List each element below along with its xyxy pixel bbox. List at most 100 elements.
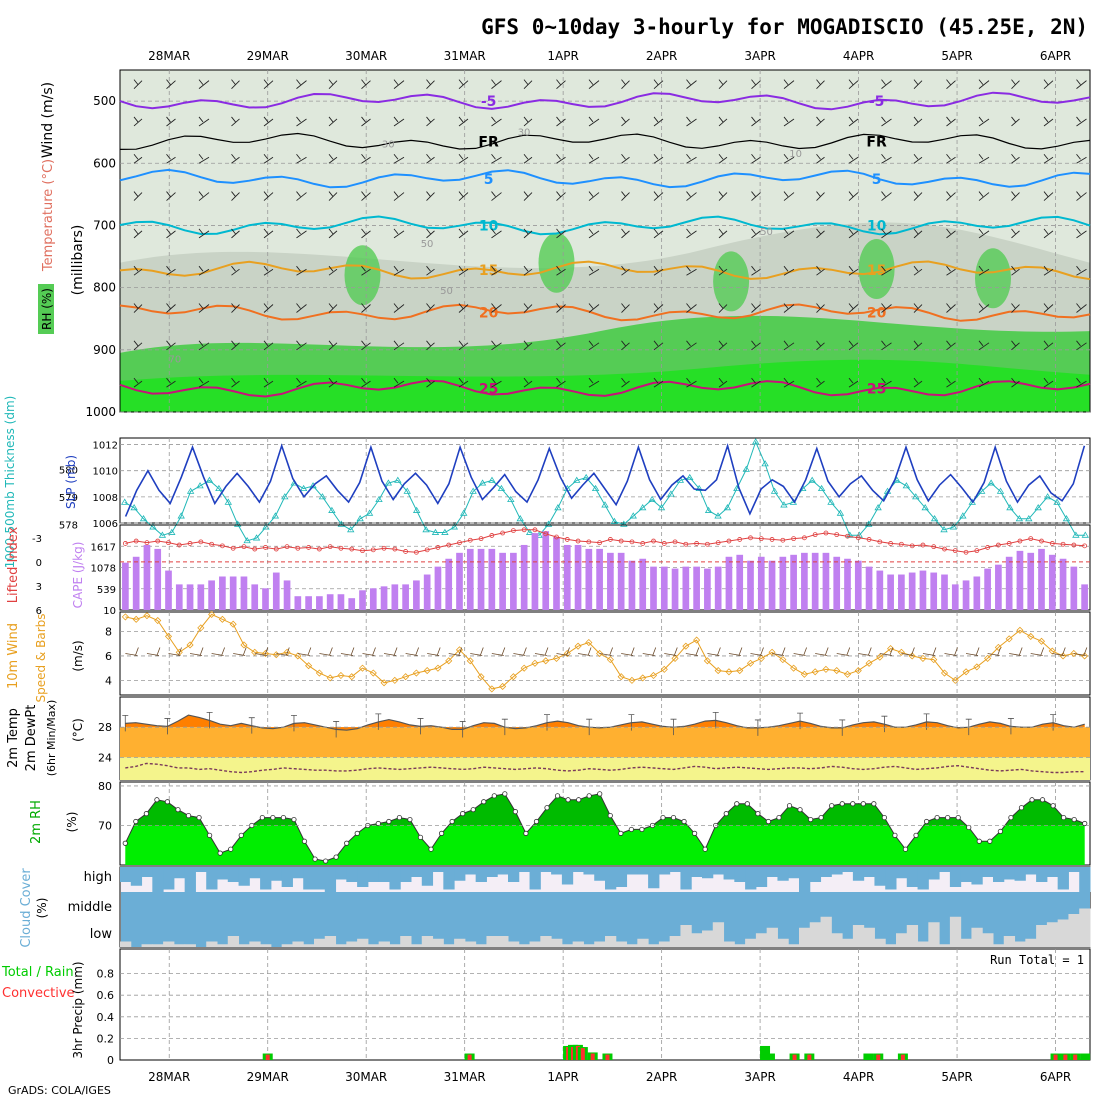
- wind-barb: [263, 303, 274, 313]
- wind-barb: [588, 116, 600, 127]
- cloud-high-bar: [464, 867, 477, 875]
- wind-barb: [686, 377, 697, 388]
- cloud-low-bar: [292, 941, 304, 947]
- wind-speed-point: [552, 654, 561, 662]
- precip-conv-bar: [580, 1048, 585, 1060]
- cape-bar: [219, 576, 226, 610]
- thickness-point: [714, 512, 722, 519]
- li-point: [823, 530, 829, 536]
- rh2m-point: [460, 811, 466, 817]
- rh-pocket: [538, 232, 575, 293]
- li-point: [198, 539, 204, 545]
- wind-barb: [978, 228, 990, 239]
- precip-total-bar: [764, 1053, 775, 1060]
- temp2m-unit: (°C): [71, 718, 85, 742]
- cloud-high-bar: [518, 867, 531, 872]
- cape-bar: [413, 580, 420, 610]
- thickness-point: [186, 487, 195, 494]
- rh-contour-label: 10: [789, 149, 802, 160]
- thickness-point: [507, 495, 515, 502]
- precip-conv-bar: [792, 1054, 797, 1060]
- thickness-point: [1025, 515, 1033, 522]
- cloud-high-bar: [831, 867, 843, 875]
- wind-barb: [718, 116, 728, 127]
- rh2m-point: [207, 832, 213, 838]
- x-bottom-label: 2APR: [646, 1070, 677, 1084]
- rh-contour-label: 50: [421, 239, 434, 250]
- li-point: [801, 535, 807, 541]
- cape-bar: [348, 598, 356, 610]
- temp-minmax-bar: [797, 712, 804, 730]
- wind-barb: [328, 191, 338, 201]
- wind-barb: [328, 153, 338, 164]
- wind-barb: [686, 116, 697, 127]
- wind-barb: [426, 340, 435, 351]
- cloud-low-bar: [173, 944, 186, 947]
- wind-barb: [686, 153, 697, 164]
- wind-barb: [296, 340, 307, 351]
- li-point: [607, 537, 613, 542]
- cape-bar: [1081, 584, 1088, 610]
- x-bottom-label: 31MAR: [444, 1070, 486, 1084]
- thickness-point: [196, 482, 204, 489]
- rh2m-point: [871, 801, 877, 807]
- wind-speed-point: [703, 657, 711, 665]
- wind-barb: [556, 647, 570, 656]
- precip-conv-bar: [876, 1054, 881, 1060]
- temp-minmax-bar: [122, 715, 129, 732]
- cloud-high-bar: [583, 867, 595, 875]
- wind10m-label: 10m Wind: [6, 623, 21, 689]
- thickness-point: [525, 528, 534, 535]
- thickness-point: [610, 517, 619, 524]
- rh2m-point: [945, 814, 951, 821]
- precip-conv-bar: [807, 1054, 812, 1060]
- thickness-point: [1053, 498, 1061, 505]
- wind-barb: [1073, 647, 1088, 656]
- pressure-tick-label: 900: [93, 343, 116, 357]
- li-point: [446, 542, 452, 548]
- wind-barb: [881, 303, 892, 313]
- cloud-label: Cloud Cover: [19, 868, 34, 948]
- isotherm-label: 10: [867, 218, 887, 234]
- wind-barb: [296, 377, 307, 388]
- pressure-tick-label: 600: [93, 156, 116, 170]
- rh2m-point: [428, 846, 434, 852]
- thickness-point: [422, 526, 430, 533]
- cloud-low-bar: [917, 941, 929, 947]
- wind10m-frame: [119, 611, 1091, 696]
- cloud-low-bar: [583, 944, 595, 947]
- rh2m-point: [333, 854, 339, 860]
- cloud-low-bar: [626, 944, 638, 947]
- rh2m-point: [375, 820, 381, 827]
- wind-barb: [621, 79, 630, 89]
- wind-speed-point: [768, 648, 776, 656]
- rh2m-point: [533, 818, 540, 825]
- li-point: [974, 548, 980, 554]
- cape-bar: [175, 584, 183, 610]
- precip-tick-label: 0.6: [97, 989, 115, 1002]
- li-point: [597, 540, 603, 546]
- wind-barb: [328, 303, 338, 313]
- wind-speed-point: [208, 610, 216, 619]
- wind-speed-point: [240, 641, 248, 649]
- cape-bar: [973, 576, 981, 610]
- wind-barb: [1043, 79, 1054, 89]
- rh2m-point: [681, 818, 687, 825]
- temp-minmax-bar: [839, 719, 846, 736]
- isotherm-label: 25: [867, 381, 886, 397]
- cloud-high-bar: [745, 867, 757, 890]
- cloud-low-bar: [411, 944, 423, 947]
- cloud-high-bar: [508, 867, 520, 882]
- wind-speed-point: [843, 670, 852, 678]
- wind-barb: [198, 340, 210, 351]
- cloud-low-bar: [561, 944, 574, 947]
- rh2m-point: [523, 830, 529, 836]
- wind-barb: [653, 303, 664, 313]
- cape-bar: [251, 584, 259, 610]
- li-point: [424, 547, 430, 553]
- wind-barb: [426, 265, 435, 276]
- cape-label: CAPE (J/kg): [71, 542, 85, 609]
- precip-conv-bar: [1073, 1054, 1078, 1060]
- wind-barb: [922, 647, 937, 656]
- cape-bar: [1005, 556, 1013, 610]
